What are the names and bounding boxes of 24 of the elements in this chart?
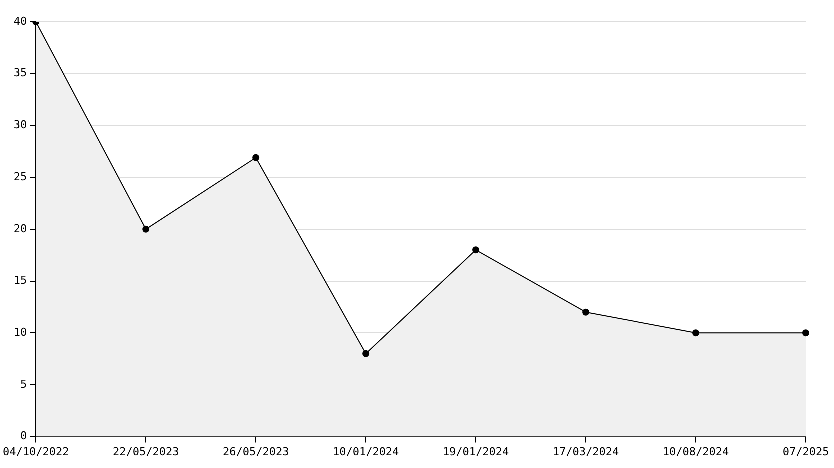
x-tick-label: 26/05/2023	[222, 445, 290, 458]
y-tick-label: 10	[14, 326, 28, 339]
y-tick-label: 0	[20, 430, 28, 443]
x-tick-label: 17/03/2024	[552, 445, 620, 458]
point	[582, 308, 590, 316]
point	[472, 246, 480, 254]
y-tick-label: 35	[14, 66, 28, 80]
x-tick-label: 10/08/2024	[662, 445, 730, 458]
point	[802, 330, 810, 337]
y-tick-label: 25	[14, 170, 28, 184]
x-tick-label: 07/2025	[782, 445, 830, 458]
x-tick-label: 10/01/2024	[332, 445, 400, 458]
x-tick-label: 22/05/2023	[112, 445, 180, 458]
y-tick-label: 15	[14, 274, 28, 288]
y-tick-label: 40	[14, 14, 28, 28]
point	[142, 226, 150, 233]
x-tick-label: 04/10/2022	[2, 445, 70, 458]
y-tick-label: 20	[14, 222, 28, 236]
x-tick-label: 19/01/2024	[442, 445, 510, 458]
point	[692, 330, 700, 337]
point	[362, 350, 370, 358]
y-tick-label: 30	[14, 118, 28, 132]
y-tick-label: 5	[20, 378, 28, 391]
point	[252, 154, 260, 162]
